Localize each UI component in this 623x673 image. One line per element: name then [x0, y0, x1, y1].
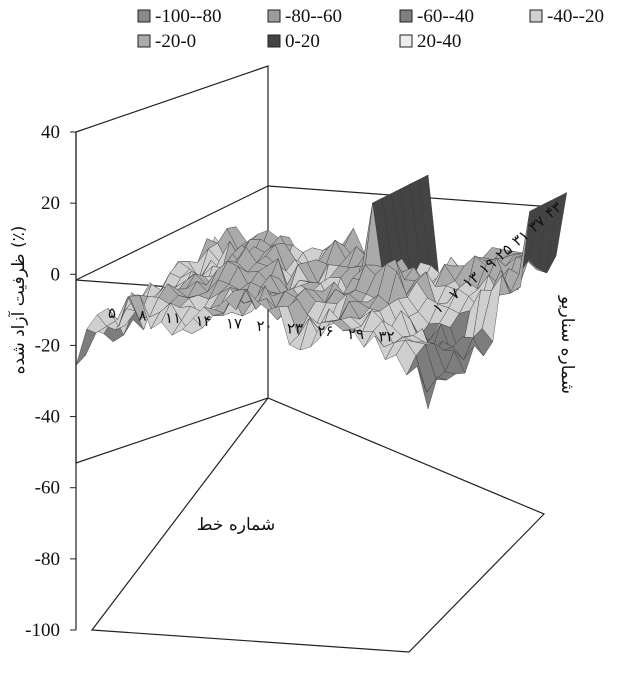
legend-swatch	[267, 9, 281, 23]
legend-swatch	[137, 9, 151, 23]
y-tick-label: 20	[41, 193, 60, 214]
legend-swatch	[267, 34, 281, 48]
y-tick-label: -20	[35, 335, 60, 356]
x-ticks: ۵ ۸ ۱۱ ۱۴ ۱۷ ۲۰ ۲۳ ۲۶ ۲۹ ۳۲	[108, 304, 395, 345]
x-axis-label: شماره خط	[197, 515, 275, 535]
x-tick-label: ۱۷	[226, 314, 242, 332]
legend-item: -40--20	[529, 6, 604, 27]
legend-label: -80--60	[285, 6, 342, 27]
chart-frame	[75, 65, 554, 653]
legend-item: 0-20	[267, 31, 320, 52]
x-tick-label: ۲۹	[348, 325, 364, 343]
x-tick-label: ۱۴	[195, 312, 211, 330]
zero-plane-back	[75, 185, 269, 281]
legend-label: 20-40	[417, 31, 461, 52]
legend-label: -60--40	[417, 6, 474, 27]
floor	[90, 397, 546, 653]
y-tick-label: -40	[35, 407, 60, 428]
legend-swatch	[399, 9, 413, 23]
legend-swatch	[529, 9, 543, 23]
legend-label: -20-0	[155, 31, 196, 52]
x-tick-label: ۵	[108, 304, 116, 322]
legend-item: -60--40	[399, 6, 474, 27]
z-axis-label: شماره سناریو	[557, 295, 577, 394]
x-tick-label: ۲۶	[317, 322, 333, 340]
y-tick-label: -100	[25, 620, 60, 641]
y-axis-label: ظرفیت آزاد شده (٪)	[7, 226, 29, 375]
y-tick-label: -60	[35, 478, 60, 499]
y-tick-label: 40	[41, 122, 60, 143]
x-tick-label: ۸	[138, 307, 146, 325]
x-tick-label: ۲۰	[256, 317, 272, 335]
legend-item: 20-40	[399, 31, 461, 52]
y-tick-label: 0	[51, 264, 61, 285]
surface	[75, 174, 568, 410]
legend-label: -100--80	[155, 6, 221, 27]
legend-swatch	[137, 34, 151, 48]
legend-label: 0-20	[285, 31, 320, 52]
x-tick-label: ۱۱	[165, 309, 181, 327]
y-ticks: 40 20 0 -20 -40 -60 -80 -100	[25, 122, 76, 641]
legend-label: -40--20	[547, 6, 604, 27]
legend-swatch	[399, 34, 413, 48]
y-tick-label: -80	[35, 549, 60, 570]
x-tick-label: ۲۳	[287, 320, 303, 338]
legend-item: -100--80	[137, 6, 221, 27]
legend-item: -20-0	[137, 31, 196, 52]
surface-facet	[417, 366, 438, 410]
x-tick-label: ۳۲	[378, 327, 394, 345]
legend-item: -80--60	[267, 6, 342, 27]
legend: -100--80 -80--60 -60--40 -40--20 -20-0 0-20 20…	[137, 6, 604, 52]
